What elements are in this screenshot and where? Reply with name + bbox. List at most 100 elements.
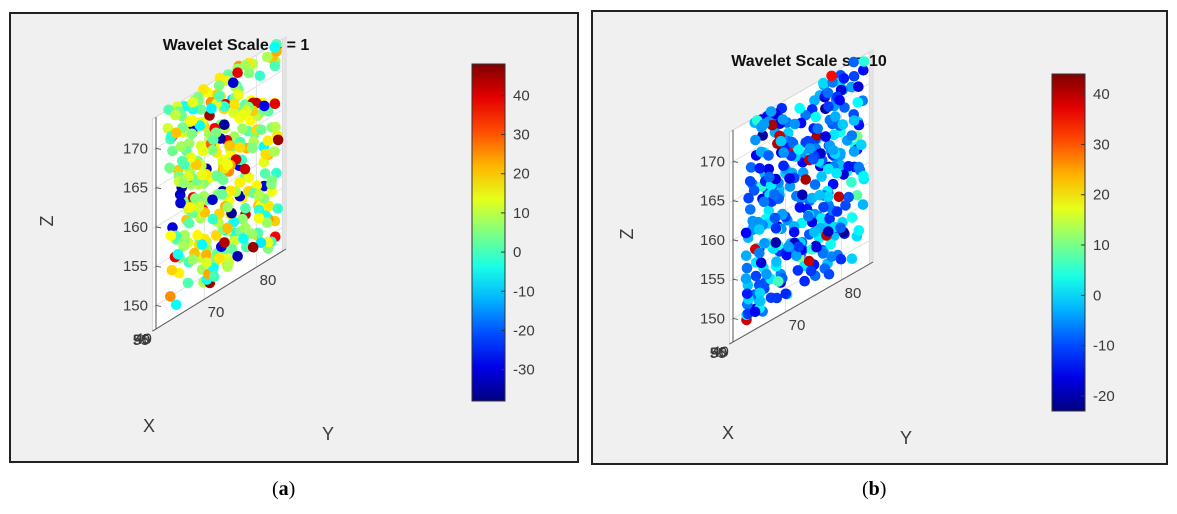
scatter-point <box>237 213 248 225</box>
scatter-point <box>750 134 761 146</box>
x-axis-label: X <box>722 423 734 443</box>
scatter-point <box>253 212 265 224</box>
scatter-point <box>763 150 774 161</box>
scatter-point <box>187 96 199 108</box>
scatter-point <box>852 97 864 108</box>
scatter-point <box>227 77 239 88</box>
z-tick-label: 165 <box>123 180 148 197</box>
scatter-point <box>818 202 829 213</box>
scatter-point <box>753 279 765 291</box>
scatter-point <box>800 174 811 185</box>
scatter-point <box>236 109 248 121</box>
scatter-point <box>843 191 854 203</box>
scatter-point <box>793 241 804 253</box>
scatter-point <box>800 110 811 121</box>
chart-title: Wavelet Scale s = 1 <box>163 37 310 54</box>
z-axis-label: Z <box>37 216 57 227</box>
scatter-point <box>784 181 796 192</box>
scatter-point <box>246 228 258 239</box>
scatter-point <box>232 67 243 78</box>
scatter-point <box>232 251 243 262</box>
scatter-point <box>175 197 186 209</box>
scatter-point <box>754 287 766 299</box>
scatter-point <box>167 222 178 233</box>
scatter-point <box>207 213 219 225</box>
scatter-point <box>797 189 808 201</box>
scatter-point <box>823 268 835 280</box>
z-tick <box>732 317 739 320</box>
scatter-point <box>799 275 810 287</box>
scatter-point <box>777 114 789 125</box>
scatter-point <box>745 204 756 215</box>
colorbar-tick-label: 20 <box>1093 187 1110 204</box>
scatter-point <box>195 104 207 115</box>
scatter-point <box>825 239 836 250</box>
scatter-point <box>210 127 222 139</box>
scatter-point <box>846 176 857 188</box>
scatter-point <box>765 106 777 117</box>
scatter-point <box>749 306 761 318</box>
chart-panel-a: 150 155 160 165 170 40 45 50 55 70 80 Z X Y Wavelet Sc… <box>9 12 579 463</box>
scatter-point <box>165 291 176 302</box>
x-tick-label: 55 <box>133 332 150 349</box>
scatter-points <box>740 56 870 326</box>
scatter-point <box>234 177 245 188</box>
scatter-point <box>186 128 198 140</box>
scatter-point <box>272 203 284 214</box>
scatter-point <box>823 163 834 175</box>
scatter-point <box>207 194 218 206</box>
colorbar-tick-label: 0 <box>1093 287 1101 304</box>
x-tick-label: 50 <box>133 331 150 348</box>
scatter-point <box>848 71 860 82</box>
scatter-point <box>792 265 804 276</box>
y-tick-label: 70 <box>789 317 806 334</box>
scatter-point <box>778 160 789 172</box>
z-tick-label: 155 <box>700 271 725 288</box>
scatter-point <box>228 235 240 247</box>
scatter-point <box>741 262 753 274</box>
scatter-point <box>272 134 284 146</box>
z-tick <box>155 304 162 307</box>
colorbar-tick-label: -20 <box>1093 388 1115 405</box>
scatter-point <box>843 161 854 172</box>
scatter-point <box>175 141 187 152</box>
scatter-point <box>748 185 760 196</box>
scatter-point <box>833 191 845 203</box>
scatter-point <box>247 142 258 154</box>
scatter-point <box>222 159 233 171</box>
scatter-point <box>740 227 752 239</box>
scatter-point <box>846 253 858 264</box>
scatter-point <box>261 51 273 63</box>
colorbar-tick-label: 40 <box>1093 86 1110 103</box>
colorbar-tick-label: 30 <box>1093 136 1110 153</box>
scatter-point <box>740 273 752 285</box>
scatter-point <box>858 170 869 182</box>
scatter-point <box>788 226 800 238</box>
scatter-point <box>172 249 184 260</box>
z-tick <box>155 226 162 229</box>
z-tick-label: 160 <box>123 219 148 236</box>
scatter-point <box>769 189 780 200</box>
colorbar-tick-label: 10 <box>513 205 530 222</box>
scatter-point <box>206 103 217 114</box>
scatter-point <box>201 257 212 269</box>
scatter-point <box>261 217 273 228</box>
scatter-point <box>164 162 175 174</box>
scatter-point <box>214 252 225 264</box>
scatter-point <box>178 240 189 252</box>
colorbar <box>471 63 506 402</box>
scatter-point <box>166 264 178 276</box>
scatter-point <box>820 131 831 142</box>
scatter-point <box>270 121 281 133</box>
scatter-point <box>775 135 787 147</box>
scatter-point <box>165 230 177 241</box>
scatter-point <box>233 89 244 101</box>
scatter-point <box>858 65 869 76</box>
scatter-point <box>834 94 845 106</box>
scatter-point <box>177 155 188 167</box>
z-tick <box>155 265 162 268</box>
scatter-point <box>243 172 255 183</box>
colorbar <box>1051 73 1086 412</box>
scatter-point <box>219 237 230 248</box>
